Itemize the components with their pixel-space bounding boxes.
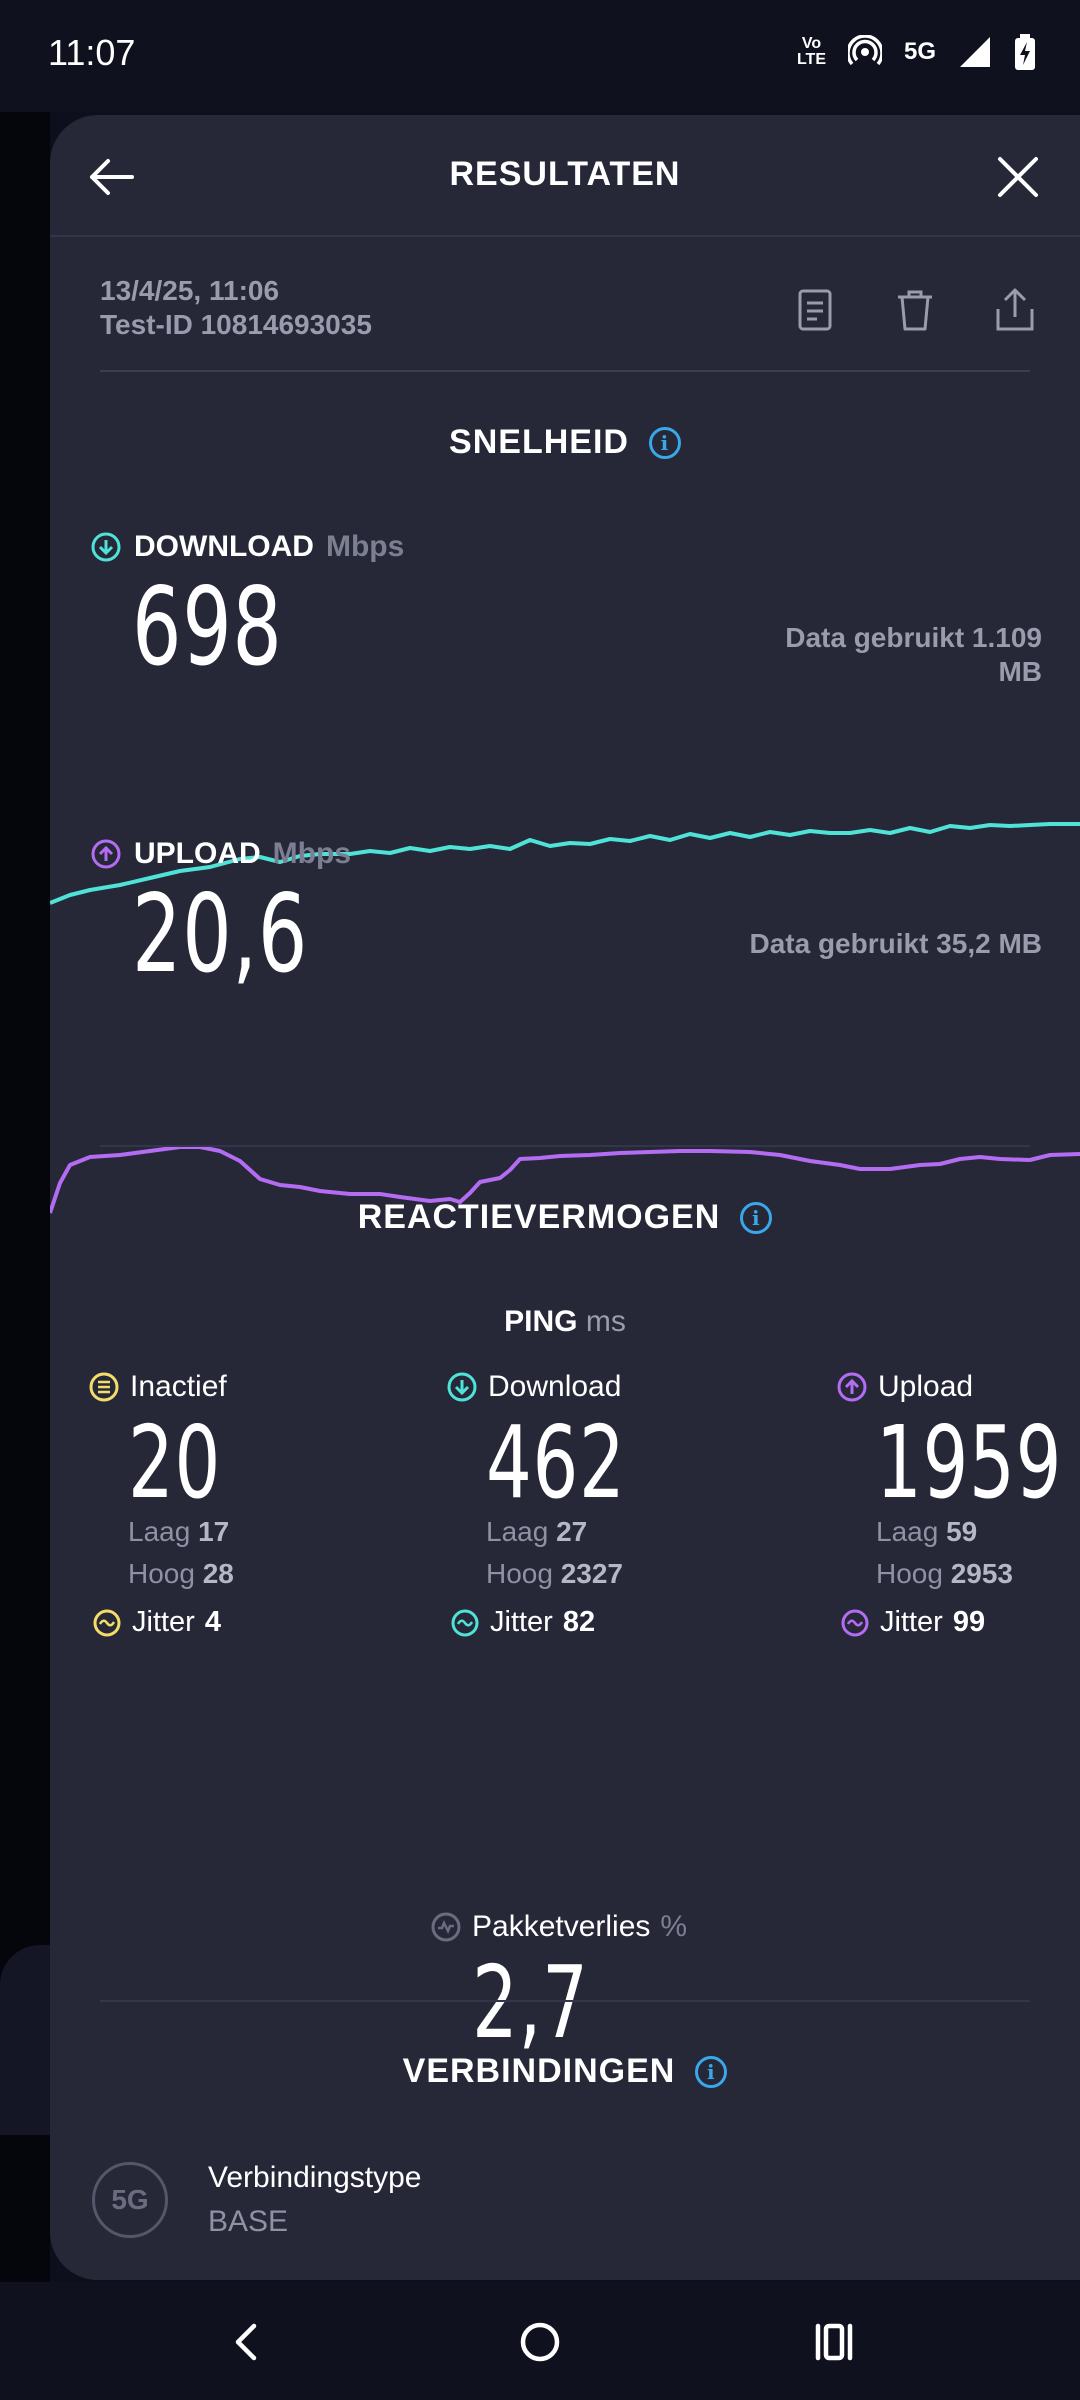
- responsiveness-info-icon[interactable]: i: [740, 1201, 773, 1234]
- download-speed-graph: [50, 822, 1080, 905]
- download-ping-icon: [447, 1372, 477, 1402]
- ping-heading: PING ms: [504, 1305, 626, 1338]
- idle-high-value: 28: [202, 1558, 234, 1589]
- upload-speed-value: 20,6: [132, 872, 309, 997]
- packet-loss-value: 2,7: [472, 1944, 589, 2061]
- jitter-icon: [841, 1609, 869, 1636]
- nav-recents-button[interactable]: [804, 2312, 864, 2372]
- nav-back-button[interactable]: [216, 2312, 276, 2372]
- connection-type-label: Verbindingstype: [208, 2161, 422, 2194]
- upload-ping-icon: [837, 1372, 867, 1402]
- divider: [100, 2000, 1030, 2002]
- connection-type-value: BASE: [208, 2205, 289, 2238]
- speed-section-title: SNELHEID i: [50, 423, 1080, 462]
- test-id: Test-ID 10814693035: [100, 309, 372, 340]
- upload-low-value: 59: [946, 1516, 978, 1547]
- trash-icon: [898, 290, 932, 331]
- speed-info-icon[interactable]: i: [648, 426, 681, 459]
- download-arrow-icon: [91, 532, 121, 562]
- connections-section-title: VERBINDINGEN i: [50, 2052, 1080, 2091]
- status-time: 11:07: [48, 32, 136, 73]
- download-speed-line: [50, 822, 1080, 905]
- upload-high-value: 2953: [950, 1558, 1014, 1589]
- upload-arrow-icon: [91, 839, 121, 869]
- jitter-icon: [93, 1609, 121, 1636]
- upload-ping-value: 1959: [876, 1404, 1063, 1521]
- meta-actions: [790, 285, 1040, 335]
- nav-recents-icon: [815, 2323, 853, 2361]
- download-low-value: 27: [556, 1516, 588, 1547]
- signal-icon: [960, 37, 990, 67]
- volte-icon: Vo LTE: [796, 35, 826, 68]
- close-icon: [998, 157, 1038, 197]
- download-jitter-value: 82: [562, 1606, 596, 1638]
- upload-label: UPLOAD Mbps: [90, 837, 351, 871]
- results-sheet: RESULTATEN 13/4/25, 11:06 Test-ID 108146…: [50, 115, 1080, 2280]
- share-button[interactable]: [990, 285, 1040, 335]
- nav-home-icon: [520, 2322, 560, 2362]
- note-button[interactable]: [790, 285, 840, 335]
- connections-info-icon[interactable]: i: [695, 2055, 728, 2088]
- download-label: DOWNLOAD Mbps: [90, 530, 404, 564]
- ping-download: Download 462 Laag 27 Hoog 2327 Jitter 82: [446, 1370, 640, 1639]
- nav-back-icon: [235, 2323, 257, 2361]
- divider: [100, 1145, 1030, 1147]
- top-bar: RESULTATEN: [50, 115, 1080, 237]
- upload-jitter-value: 99: [952, 1606, 986, 1638]
- download-data-used: Data gebruikt 1.109 MB: [785, 622, 1042, 687]
- network-type: 5G: [903, 38, 936, 65]
- download-high-value: 2327: [560, 1558, 624, 1589]
- hotspot-icon: [847, 35, 882, 66]
- back-button[interactable]: [84, 149, 140, 205]
- download-speed-value: 698: [132, 565, 283, 690]
- jitter-icon: [451, 1609, 479, 1636]
- delete-button[interactable]: [890, 285, 940, 335]
- share-icon: [996, 288, 1034, 331]
- idle-jitter-value: 4: [204, 1606, 221, 1638]
- background-edge: [0, 112, 50, 2282]
- test-date: 13/4/25, 11:06: [100, 275, 280, 306]
- arrow-left-icon: [90, 159, 134, 195]
- upload-speed-line: [50, 1145, 1080, 1214]
- download-ping-value: 462: [486, 1404, 626, 1521]
- packet-loss: Pakketverlies % 2,7: [430, 1910, 687, 2061]
- ping-upload: Upload 1959 Laag 59 Hoog 2953 Jitter 99: [836, 1370, 1080, 1639]
- status-icons: Vo LTE 5G: [797, 34, 1036, 70]
- note-icon: [798, 289, 832, 331]
- nav-home-button[interactable]: [510, 2312, 570, 2372]
- ping-idle: Inactief 20 Laag 17 Hoog 28 Jitter 4: [88, 1370, 234, 1639]
- test-meta: 13/4/25, 11:06 Test-ID 10814693035: [100, 237, 1034, 372]
- page-title: RESULTATEN: [449, 155, 681, 193]
- battery-charging-icon: [1015, 34, 1035, 70]
- connection-5g-icon: 5G: [92, 2162, 168, 2238]
- navigation-bar: [0, 2282, 1080, 2400]
- upload-data-used: Data gebruikt 35,2 MB: [749, 928, 1042, 959]
- close-button[interactable]: [990, 149, 1046, 205]
- idle-ping-value: 20: [128, 1404, 222, 1521]
- idle-low-value: 17: [198, 1516, 230, 1547]
- packet-loss-icon: [431, 1912, 461, 1942]
- upload-speed-graph: [50, 1145, 1080, 1214]
- status-bar: 11:07 Vo LTE 5G: [0, 0, 1080, 112]
- idle-icon: [89, 1372, 119, 1402]
- responsiveness-section-title: REACTIEVERMOGEN i: [50, 1198, 1080, 1237]
